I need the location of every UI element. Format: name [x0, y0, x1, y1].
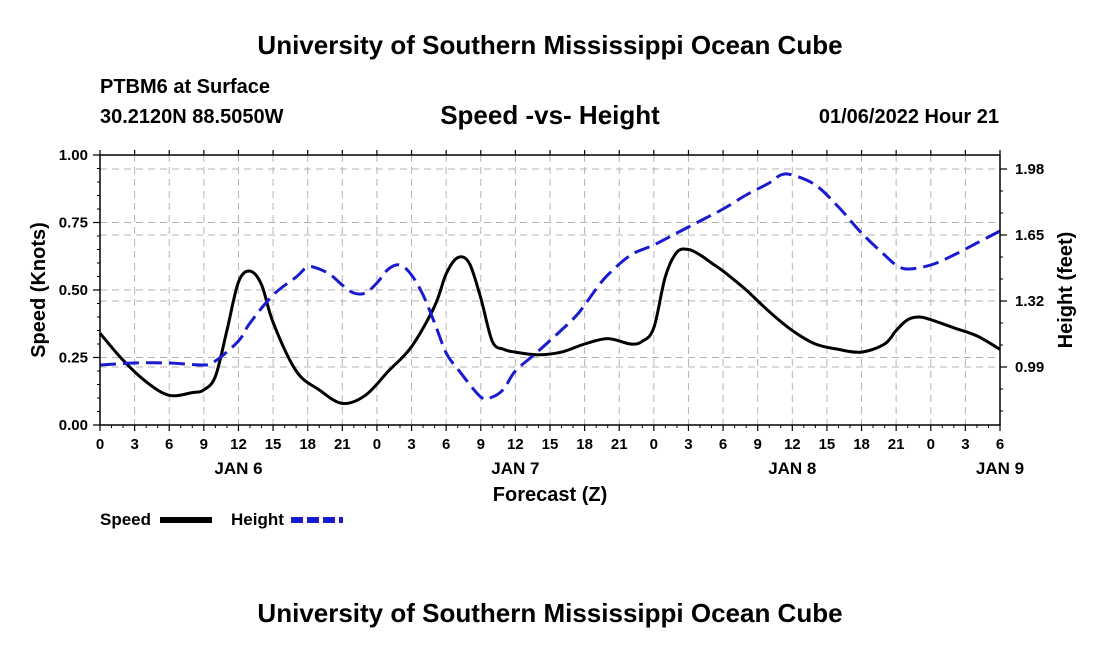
x-tick-label: 21: [888, 436, 905, 453]
x-tick-label: 9: [754, 436, 762, 453]
series-lines: [98, 172, 1001, 406]
x-tick-label: 18: [299, 436, 316, 453]
x-tick-label: 18: [853, 436, 870, 453]
x-tick-label: 15: [265, 436, 282, 453]
y2-tick-label: 1.65: [1015, 227, 1044, 244]
x-tick-label: 0: [650, 436, 658, 453]
forecast-datetime: 01/06/2022 Hour 21: [818, 106, 999, 128]
y2-tick-label: 1.32: [1015, 293, 1044, 310]
x-tick-label: 9: [477, 436, 485, 453]
day-label: JAN 6: [214, 459, 262, 478]
grid-lines: [100, 155, 1000, 425]
station-label: PTBM6 at Surface: [100, 76, 271, 98]
speed-series-line: [98, 247, 1001, 406]
x-tick-label: 12: [230, 436, 247, 453]
x-tick-label: 0: [96, 436, 104, 453]
bottom-title: University of Southern Mississippi Ocean…: [257, 598, 843, 628]
x-tick-label: 3: [130, 436, 138, 453]
y2-tick-label: 0.99: [1015, 359, 1044, 376]
top-title: University of Southern Mississippi Ocean…: [257, 30, 843, 60]
day-label: JAN 7: [491, 459, 539, 478]
axes: 0 3 6 9 12 15 18 21 0 3 6 9 12 15 18 21 0 3 6 9 12 15 18 21 0 3 6 J…: [59, 147, 1044, 478]
x-tick-label: 0: [373, 436, 381, 453]
y-tick-label: 1.00: [59, 147, 88, 164]
y-tick-label: 0.00: [59, 417, 88, 434]
legend-height-label: Height: [231, 510, 284, 529]
y-tick-label: 0.25: [59, 350, 88, 367]
legend: Speed Height: [100, 510, 343, 529]
day-label: JAN 9: [976, 459, 1024, 478]
x-tick-label: 6: [719, 436, 727, 453]
x-tick-label: 3: [961, 436, 969, 453]
x-tick-label: 15: [819, 436, 836, 453]
height-series-line: [99, 172, 1001, 401]
x-tick-label: 6: [165, 436, 173, 453]
x-tick-label: 12: [507, 436, 524, 453]
y2-tick-label: 1.98: [1015, 161, 1044, 178]
x-tick-label: 0: [927, 436, 935, 453]
legend-speed-label: Speed: [100, 510, 151, 529]
x-tick-label: 15: [542, 436, 559, 453]
x-tick-label: 6: [442, 436, 450, 453]
x-tick-label: 9: [200, 436, 208, 453]
y2-axis-label: Height (feet): [1055, 232, 1077, 349]
x-tick-label: 18: [576, 436, 593, 453]
coordinates-label: 30.2120N 88.5050W: [100, 106, 284, 128]
x-tick-label: 3: [407, 436, 415, 453]
x-tick-label: 21: [611, 436, 628, 453]
y-tick-label: 0.75: [59, 215, 88, 232]
x-tick-label: 21: [334, 436, 351, 453]
y-tick-label: 0.50: [59, 282, 88, 299]
x-tick-label: 3: [684, 436, 692, 453]
day-label: JAN 8: [768, 459, 816, 478]
x-axis-label: Forecast (Z): [493, 484, 607, 506]
chart-title: Speed -vs- Height: [440, 100, 660, 130]
x-tick-label: 6: [996, 436, 1004, 453]
y-axis-label: Speed (Knots): [28, 222, 50, 358]
x-tick-label: 12: [784, 436, 801, 453]
